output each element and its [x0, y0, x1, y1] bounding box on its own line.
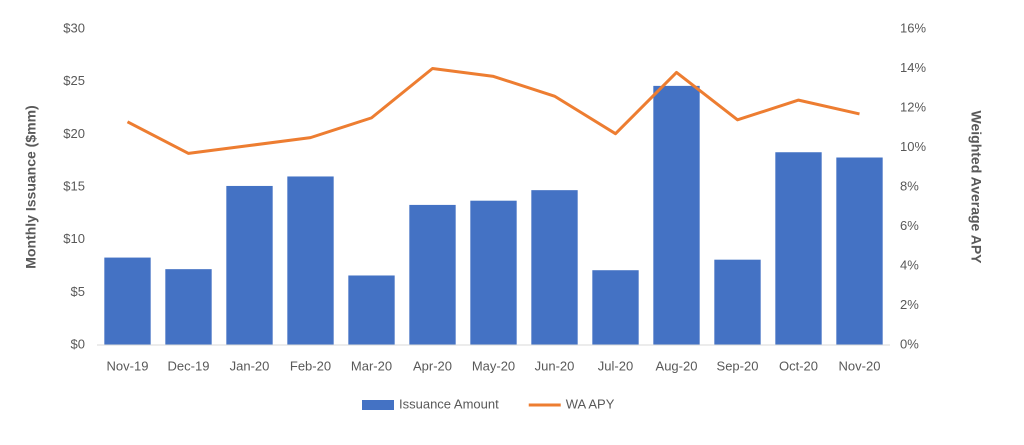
y-tick-label: $30	[63, 20, 85, 35]
y2-tick-label: 6%	[900, 218, 919, 233]
x-tick-label: Oct-20	[779, 358, 818, 373]
y2-tick-label: 4%	[900, 257, 919, 272]
bar	[592, 270, 639, 345]
x-tick-label: Jan-20	[230, 358, 270, 373]
x-tick-label: Dec-19	[168, 358, 210, 373]
x-tick-label: Sep-20	[717, 358, 759, 373]
y2-tick-label: 16%	[900, 20, 926, 35]
line	[126, 67, 860, 155]
x-tick-label: Feb-20	[290, 358, 331, 373]
y-tick-label: $5	[71, 284, 85, 299]
x-tick-label: Nov-20	[839, 358, 881, 373]
bar	[348, 275, 395, 345]
bar	[653, 85, 700, 345]
x-tick-label: Jul-20	[598, 358, 633, 373]
y2-tick-label: 0%	[900, 336, 919, 351]
bar	[531, 190, 578, 345]
x-tick-label: Mar-20	[351, 358, 392, 373]
bar	[165, 269, 212, 345]
bar	[409, 204, 456, 345]
bar	[775, 152, 822, 345]
y-tick-label: $15	[63, 178, 85, 193]
bar	[104, 257, 151, 345]
bar	[226, 185, 273, 345]
x-tick-label: Nov-19	[107, 358, 149, 373]
x-tick-label: May-20	[472, 358, 515, 373]
y-tick-label: $10	[63, 231, 85, 246]
y2-axis-title: Weighted Average APY	[968, 110, 984, 264]
bar	[470, 200, 517, 345]
x-tick-label: Jun-20	[535, 358, 575, 373]
legend-label: Issuance Amount	[399, 396, 499, 411]
y-axis-title: Monthly Issuance ($mm)	[23, 105, 39, 268]
x-tick-label: Aug-20	[656, 358, 698, 373]
bar	[714, 259, 761, 345]
y-tick-label: $0	[71, 336, 85, 351]
legend-swatch	[362, 400, 394, 410]
bar	[287, 176, 334, 345]
y2-tick-label: 12%	[900, 99, 926, 114]
y-tick-label: $25	[63, 73, 85, 88]
y2-tick-label: 2%	[900, 297, 919, 312]
legend-label: WA APY	[566, 396, 615, 411]
x-tick-label: Apr-20	[413, 358, 452, 373]
y2-tick-label: 10%	[900, 139, 926, 154]
bar	[836, 157, 883, 345]
y-tick-label: $20	[63, 126, 85, 141]
y2-tick-label: 8%	[900, 178, 919, 193]
y2-tick-label: 14%	[900, 60, 926, 75]
